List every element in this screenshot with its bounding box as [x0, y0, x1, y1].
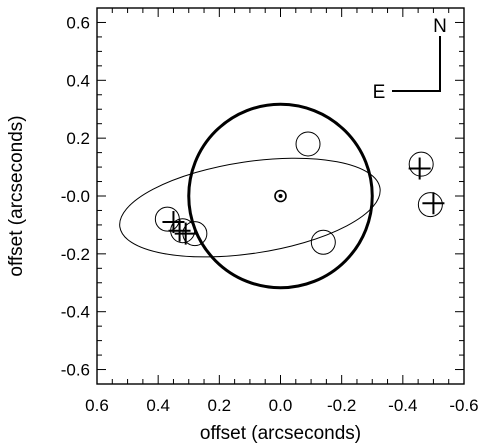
- x-tick-label: 0.6: [85, 396, 109, 415]
- x-axis-title: offset (arcseconds): [200, 423, 361, 444]
- north-label: N: [433, 16, 447, 37]
- central-star-ring: [274, 189, 287, 203]
- y-tick-label: 0.2: [66, 129, 90, 148]
- observation-cross: [422, 192, 445, 215]
- x-tick-label: -0.2: [327, 396, 356, 415]
- predicted-position-circle: [310, 229, 336, 255]
- observation-cross: [174, 222, 197, 245]
- large-circle: [187, 102, 374, 290]
- y-tick-label: -0.6: [61, 361, 90, 380]
- x-tick-label: -0.4: [388, 396, 417, 415]
- x-tick-label: 0.2: [208, 396, 232, 415]
- axis-labels: 0.6 0.4 0.2 0.0 -0.2 -0.4 -0.6 0.6 0.4 0.2 -0.0 -0.…: [6, 13, 479, 444]
- x-tick-label: 0.0: [269, 396, 293, 415]
- y-tick-label: 0.4: [66, 71, 90, 90]
- observation-cross: [408, 157, 431, 180]
- predicted-position-circle: [295, 131, 321, 157]
- y-axis-title: offset (arcseconds): [6, 115, 27, 276]
- predicted-position-circle: [408, 151, 434, 177]
- central-star-dot: [278, 194, 283, 198]
- east-label: E: [373, 82, 386, 103]
- y-tick-label: 0.6: [66, 13, 90, 32]
- predicted-position-circle: [154, 206, 180, 232]
- x-tick-label: -0.6: [449, 396, 478, 415]
- x-tick-label: 0.4: [146, 396, 170, 415]
- predicted-position-circle: [417, 192, 443, 218]
- plot-data: [119, 102, 445, 290]
- plot-frame: [96, 7, 465, 385]
- orientation-compass: NE: [373, 16, 447, 103]
- y-tick-label: -0.4: [61, 303, 90, 322]
- observation-cross: [162, 211, 185, 234]
- orbit-ellipse: [119, 157, 381, 258]
- y-tick-label: -0.0: [61, 187, 90, 206]
- observation-cross: [168, 219, 191, 242]
- y-tick-label: -0.2: [61, 245, 90, 264]
